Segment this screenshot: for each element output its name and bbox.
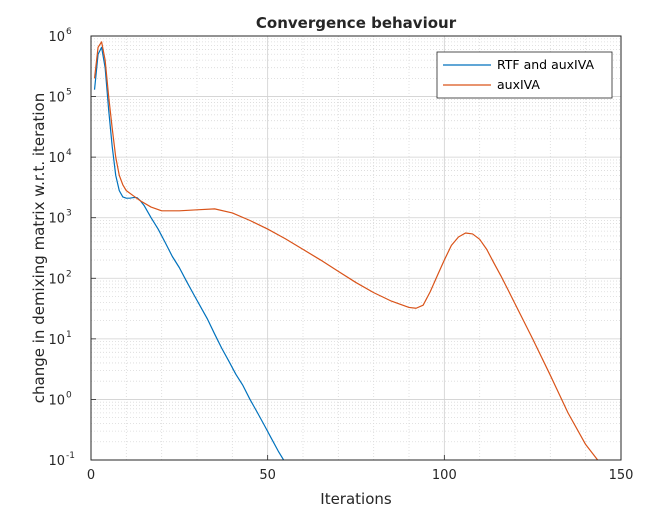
x-tick-labels: 0 50 100 150 — [87, 468, 634, 483]
y-tick-label-exponent: 3 — [66, 209, 72, 219]
y-tick-label-exponent: 0 — [66, 390, 72, 400]
legend: RTF and auxIVA auxIVA — [436, 51, 613, 99]
plot-area-background — [91, 36, 621, 460]
x-tick-label: 50 — [259, 468, 276, 483]
y-tick-label: 10 — [48, 272, 65, 287]
y-tick-label: 10 — [48, 30, 65, 45]
y-tick-label-exponent: 2 — [66, 269, 72, 279]
y-tick-label-exponent: 1 — [66, 330, 72, 340]
y-tick-label-exponent: 5 — [66, 88, 72, 98]
legend-box — [436, 51, 613, 99]
y-tick-label: 10 — [48, 333, 65, 348]
x-axis-label: Iterations — [320, 490, 392, 508]
y-tick-label: 10 — [48, 91, 65, 106]
y-tick-label-exponent: -1 — [66, 451, 75, 461]
series-line-auxiva — [93, 41, 599, 460]
tick-marks — [90, 35, 622, 461]
x-tick-label: 150 — [609, 468, 634, 483]
y-axis-label: change in demixing matrix w.r.t. iterati… — [30, 93, 48, 403]
plot-frame — [90, 35, 622, 461]
minor-grid — [91, 36, 621, 460]
y-tick-label: 10 — [48, 212, 65, 227]
y-tick-label-exponent: 6 — [66, 27, 72, 37]
legend-label-auxiva: auxIVA — [497, 77, 540, 92]
legend-label-rtf-and-auxiva: RTF and auxIVA — [497, 57, 594, 72]
chart-title: Convergence behaviour — [256, 14, 457, 32]
y-tick-label: 10 — [48, 393, 65, 408]
y-tick-label: 10 — [48, 454, 65, 469]
x-tick-label: 100 — [432, 468, 457, 483]
x-tick-label: 0 — [87, 468, 95, 483]
series-line-rtf-and-auxiva — [93, 46, 285, 460]
y-tick-label-exponent: 4 — [66, 148, 72, 158]
series-layer — [93, 41, 599, 460]
y-tick-label: 10 — [48, 151, 65, 166]
